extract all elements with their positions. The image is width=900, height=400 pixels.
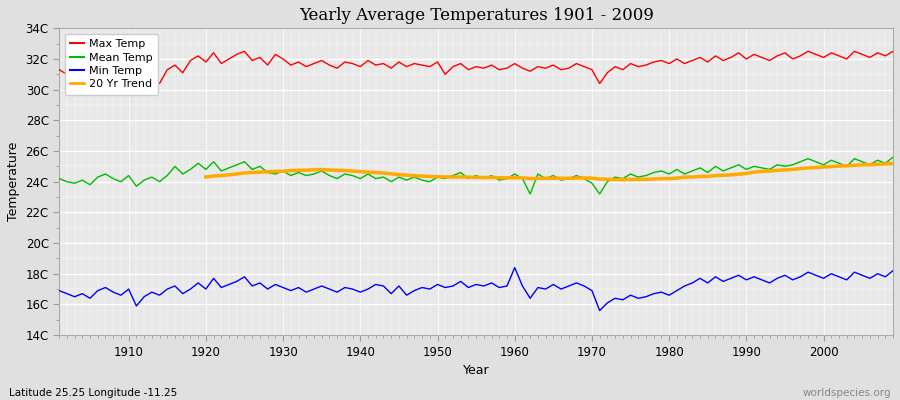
Text: Latitude 25.25 Longitude -11.25: Latitude 25.25 Longitude -11.25 [9, 388, 177, 398]
X-axis label: Year: Year [463, 364, 490, 377]
Y-axis label: Temperature: Temperature [7, 142, 20, 221]
Text: worldspecies.org: worldspecies.org [803, 388, 891, 398]
Title: Yearly Average Temperatures 1901 - 2009: Yearly Average Temperatures 1901 - 2009 [299, 7, 653, 24]
Legend: Max Temp, Mean Temp, Min Temp, 20 Yr Trend: Max Temp, Mean Temp, Min Temp, 20 Yr Tre… [65, 34, 158, 95]
